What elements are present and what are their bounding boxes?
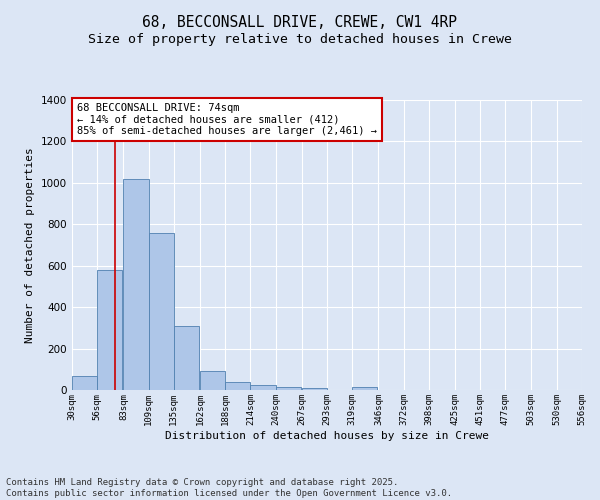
X-axis label: Distribution of detached houses by size in Crewe: Distribution of detached houses by size … <box>165 430 489 440</box>
Bar <box>200 372 225 390</box>
Bar <box>352 387 377 390</box>
Bar <box>149 232 174 390</box>
Bar <box>225 382 250 390</box>
Text: 68 BECCONSALL DRIVE: 74sqm
← 14% of detached houses are smaller (412)
85% of sem: 68 BECCONSALL DRIVE: 74sqm ← 14% of deta… <box>77 103 377 136</box>
Bar <box>97 270 122 390</box>
Text: 68, BECCONSALL DRIVE, CREWE, CW1 4RP: 68, BECCONSALL DRIVE, CREWE, CW1 4RP <box>143 15 458 30</box>
Bar <box>250 385 275 390</box>
Bar <box>302 388 327 390</box>
Bar <box>275 387 301 390</box>
Text: Size of property relative to detached houses in Crewe: Size of property relative to detached ho… <box>88 32 512 46</box>
Text: Contains HM Land Registry data © Crown copyright and database right 2025.
Contai: Contains HM Land Registry data © Crown c… <box>6 478 452 498</box>
Bar <box>72 376 97 390</box>
Bar <box>174 326 199 390</box>
Bar <box>124 178 149 390</box>
Y-axis label: Number of detached properties: Number of detached properties <box>25 147 35 343</box>
